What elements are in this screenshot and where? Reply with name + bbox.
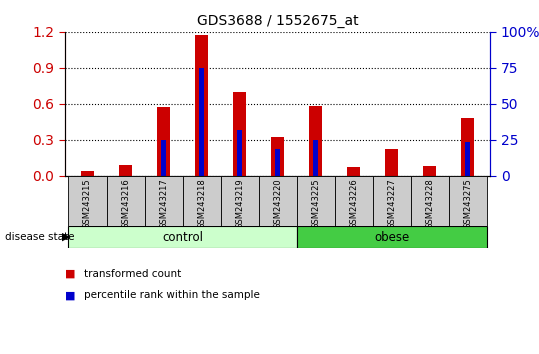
Text: disease state: disease state — [5, 232, 75, 242]
Text: GSM243218: GSM243218 — [197, 178, 206, 229]
Bar — [107, 176, 144, 226]
Text: GSM243217: GSM243217 — [159, 178, 168, 229]
Text: percentile rank within the sample: percentile rank within the sample — [84, 290, 259, 300]
Bar — [220, 176, 259, 226]
Text: GSM243275: GSM243275 — [463, 178, 472, 229]
Bar — [233, 92, 246, 176]
Bar — [296, 226, 487, 248]
Text: ▶: ▶ — [62, 232, 71, 242]
Text: ■: ■ — [65, 269, 75, 279]
Bar — [448, 176, 487, 226]
Text: GSM243219: GSM243219 — [235, 178, 244, 229]
Bar — [372, 176, 411, 226]
Bar — [195, 35, 208, 176]
Bar — [465, 142, 470, 176]
Text: control: control — [162, 230, 203, 244]
Bar — [183, 176, 220, 226]
Text: GSM243220: GSM243220 — [273, 178, 282, 229]
Bar — [68, 226, 296, 248]
Bar — [161, 140, 166, 176]
Bar — [199, 68, 204, 176]
Text: obese: obese — [374, 230, 409, 244]
Text: GSM243216: GSM243216 — [121, 178, 130, 229]
Text: GSM243228: GSM243228 — [425, 178, 434, 229]
Bar — [144, 176, 183, 226]
Bar — [275, 149, 280, 176]
Bar — [461, 118, 474, 176]
Bar — [385, 149, 398, 176]
Text: transformed count: transformed count — [84, 269, 181, 279]
Bar — [296, 176, 335, 226]
Bar — [411, 176, 448, 226]
Bar — [237, 130, 242, 176]
Text: GSM243226: GSM243226 — [349, 178, 358, 229]
Bar — [423, 166, 436, 176]
Bar — [119, 165, 132, 176]
Bar — [313, 140, 318, 176]
Bar — [259, 176, 296, 226]
Text: GSM243227: GSM243227 — [387, 178, 396, 229]
Title: GDS3688 / 1552675_at: GDS3688 / 1552675_at — [197, 14, 358, 28]
Bar — [81, 171, 94, 176]
Bar — [309, 106, 322, 176]
Text: ■: ■ — [65, 290, 75, 300]
Bar — [157, 108, 170, 176]
Bar — [347, 167, 360, 176]
Text: GSM243215: GSM243215 — [83, 178, 92, 229]
Bar — [335, 176, 372, 226]
Text: GSM243225: GSM243225 — [311, 178, 320, 229]
Bar — [68, 176, 107, 226]
Bar — [271, 137, 284, 176]
